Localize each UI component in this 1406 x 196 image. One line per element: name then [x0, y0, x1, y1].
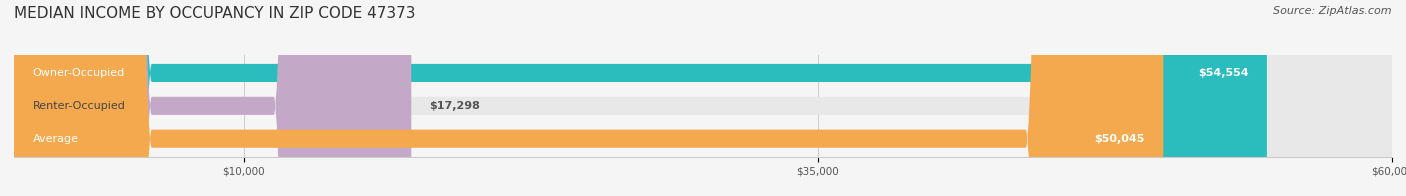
Text: Source: ZipAtlas.com: Source: ZipAtlas.com	[1274, 6, 1392, 16]
Text: Average: Average	[32, 134, 79, 144]
Text: Owner-Occupied: Owner-Occupied	[32, 68, 125, 78]
Text: Renter-Occupied: Renter-Occupied	[32, 101, 125, 111]
FancyBboxPatch shape	[14, 0, 1267, 196]
FancyBboxPatch shape	[14, 0, 412, 196]
Text: $54,554: $54,554	[1198, 68, 1249, 78]
FancyBboxPatch shape	[14, 0, 1163, 196]
FancyBboxPatch shape	[14, 0, 1392, 196]
Text: $50,045: $50,045	[1095, 134, 1144, 144]
Text: $17,298: $17,298	[430, 101, 481, 111]
Text: MEDIAN INCOME BY OCCUPANCY IN ZIP CODE 47373: MEDIAN INCOME BY OCCUPANCY IN ZIP CODE 4…	[14, 6, 416, 21]
FancyBboxPatch shape	[14, 0, 1392, 196]
FancyBboxPatch shape	[14, 0, 1392, 196]
